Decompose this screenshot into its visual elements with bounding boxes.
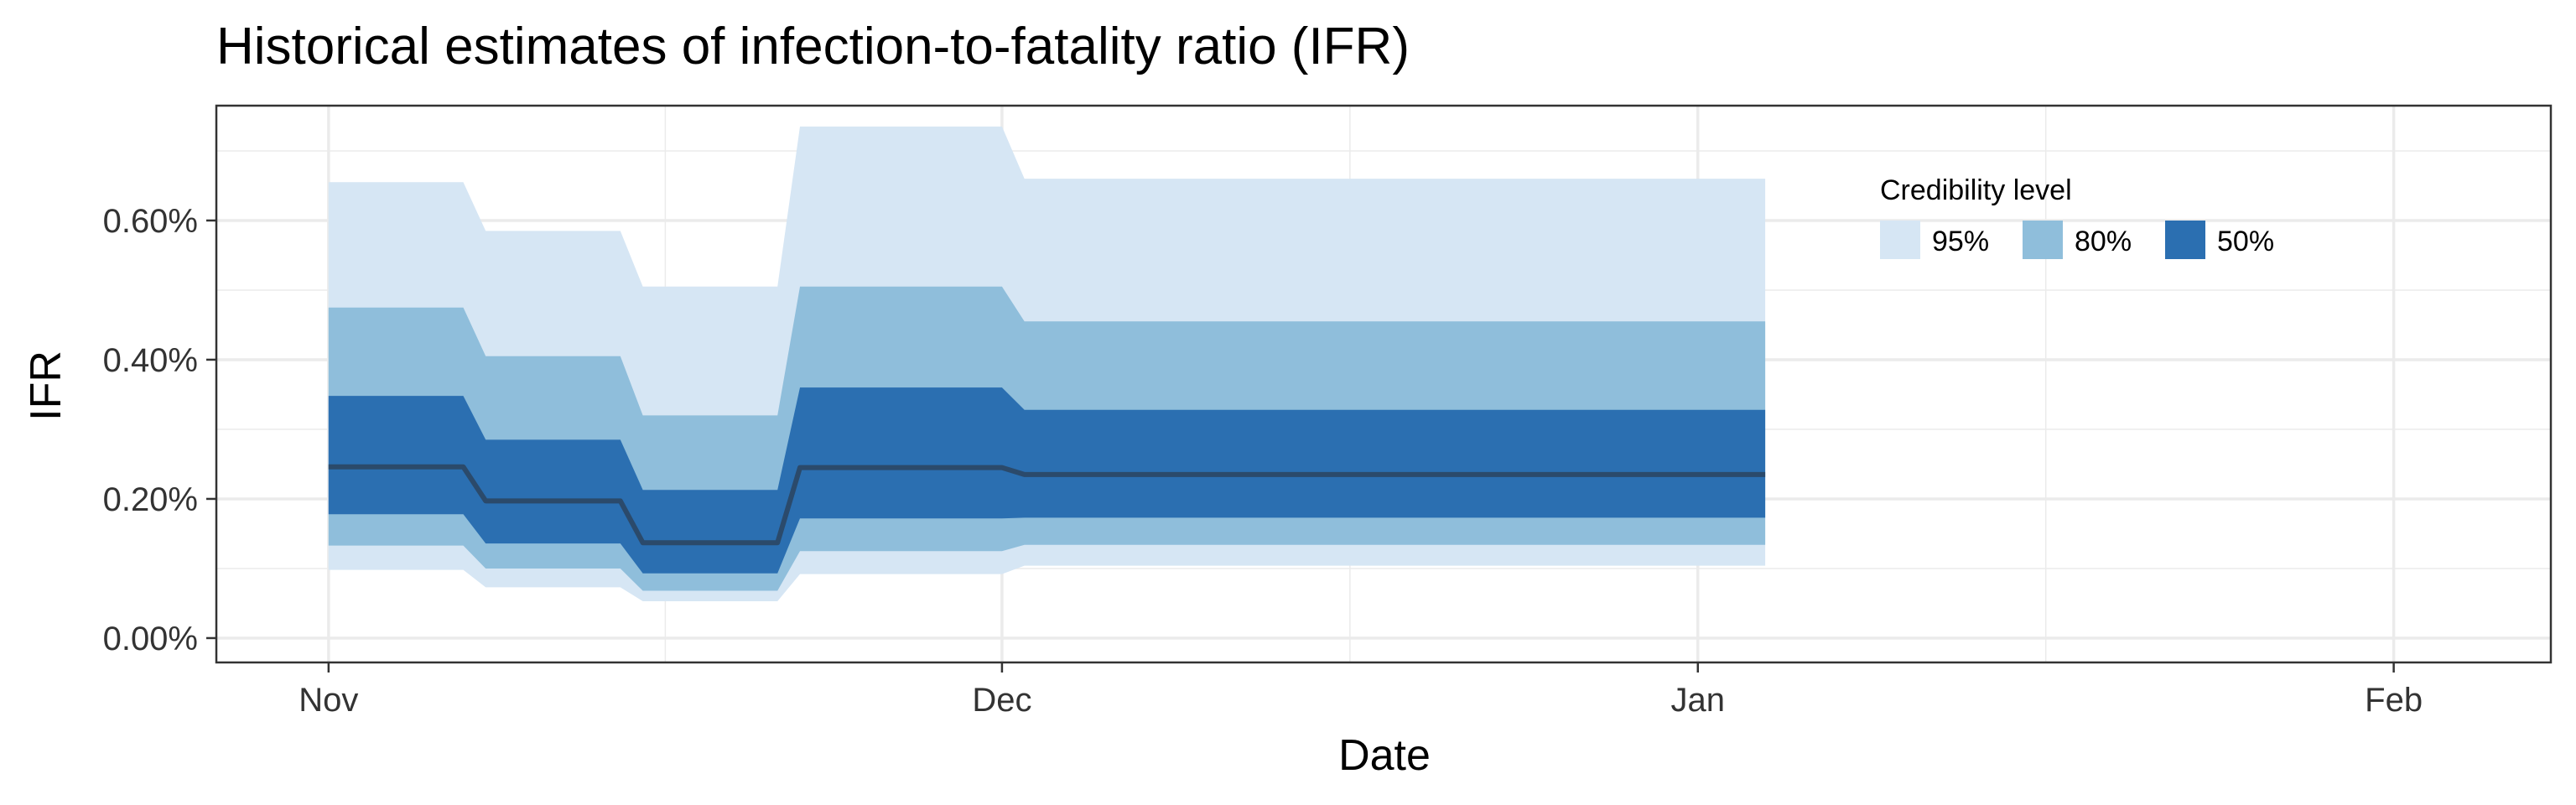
y-tick-label: 0.60% bbox=[103, 203, 198, 240]
x-tick-label: Nov bbox=[299, 682, 358, 719]
legend: Credibility level 95% 80% 50% bbox=[1880, 174, 2274, 259]
x-tick-label: Dec bbox=[972, 682, 1031, 719]
y-axis-title: IFR bbox=[22, 351, 70, 421]
credibility-bands bbox=[328, 126, 1766, 601]
y-tick-label: 0.00% bbox=[103, 621, 198, 657]
legend-title: Credibility level bbox=[1880, 174, 2072, 206]
x-tick-label: Feb bbox=[2365, 682, 2423, 719]
median-line-group bbox=[328, 464, 1766, 546]
y-tick-label: 0.40% bbox=[103, 342, 198, 379]
chart-title: Historical estimates of infection-to-fat… bbox=[216, 18, 1410, 75]
legend-label-80pct: 80% bbox=[2075, 226, 2132, 257]
legend-label-95pct: 95% bbox=[1932, 226, 1989, 257]
legend-key-80pct bbox=[2023, 221, 2063, 259]
x-tick-label: Jan bbox=[1671, 682, 1726, 719]
x-axis-ticks: Nov Dec Jan Feb bbox=[299, 662, 2423, 719]
legend-key-50pct bbox=[2165, 221, 2205, 259]
x-axis-title: Date bbox=[1338, 731, 1431, 780]
y-axis-ticks: 0.00% 0.20% 0.40% 0.60% bbox=[103, 203, 216, 657]
legend-key-95pct bbox=[1880, 221, 1920, 259]
panel-border bbox=[215, 104, 2553, 664]
band-50pct bbox=[328, 387, 1766, 574]
legend-label-50pct: 50% bbox=[2217, 226, 2274, 257]
y-tick-label: 0.20% bbox=[103, 481, 198, 518]
median-line bbox=[328, 464, 1766, 546]
